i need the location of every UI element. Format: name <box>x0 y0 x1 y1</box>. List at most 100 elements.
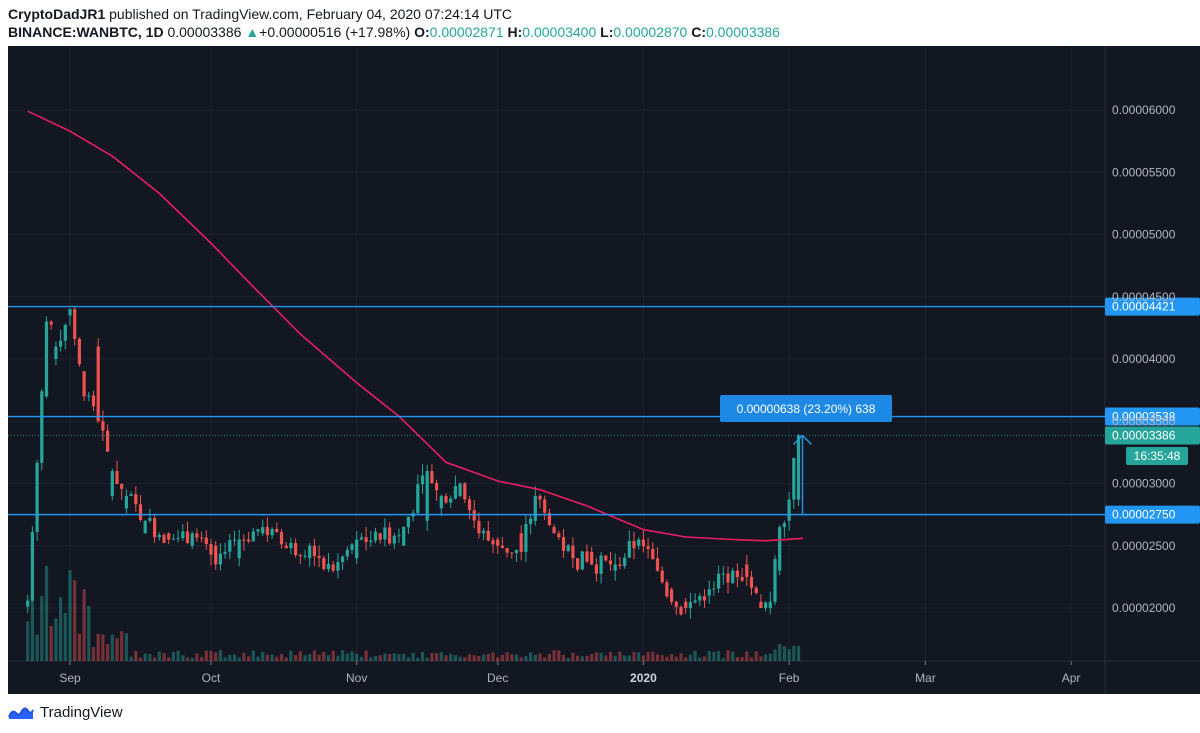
volume-bar <box>106 644 110 661</box>
candle-body <box>590 551 594 565</box>
volume-bar <box>406 657 410 661</box>
time-tick-label[interactable]: Apr <box>1062 671 1081 685</box>
price-axis-labels[interactable]: 0.00006000 0.00005500 0.00005000 0.00004500… <box>1112 103 1176 615</box>
candle-body <box>251 531 255 542</box>
volume-bar <box>44 565 49 661</box>
volume-bar <box>693 650 697 661</box>
volume-bar <box>796 645 801 661</box>
volume-bar <box>73 580 77 661</box>
chart-footer: TradingView <box>0 694 1200 733</box>
volume-bar <box>40 596 44 661</box>
time-tick-label[interactable]: Nov <box>346 671 367 685</box>
volume-bar <box>101 634 105 661</box>
candle-body <box>463 483 467 500</box>
candle-body <box>782 523 786 528</box>
candle-body <box>674 601 678 608</box>
volume-bar <box>764 654 768 661</box>
volume-bar <box>519 657 523 661</box>
volume-bar <box>538 653 542 661</box>
volume-bar <box>124 633 128 661</box>
volume-bar <box>336 655 340 661</box>
volume-bar <box>284 657 288 661</box>
volume-bar <box>185 657 190 661</box>
candle-body <box>594 564 598 574</box>
volume-bar <box>378 655 382 661</box>
volume-bar <box>355 653 359 661</box>
price-tick-label[interactable]: 0.00002000 <box>1112 601 1176 615</box>
time-tick-label[interactable]: Oct <box>202 671 221 685</box>
volume-bar <box>200 657 204 661</box>
volume-bar <box>317 654 321 661</box>
candle-body <box>185 531 190 543</box>
time-tick-label[interactable]: 2020 <box>630 671 657 685</box>
volume-bar <box>171 651 175 661</box>
candle-body <box>764 602 768 608</box>
last-price-tag <box>1105 426 1200 445</box>
candle-body <box>167 533 171 540</box>
candle-body <box>665 582 669 597</box>
measure-tag-text: 0.00000638 (23.20%) 638 <box>737 402 876 416</box>
time-tick-label[interactable]: Mar <box>915 671 936 685</box>
candle-body <box>148 517 152 521</box>
price-tick-label[interactable]: 0.00003000 <box>1112 477 1176 491</box>
volume-bar <box>416 657 420 661</box>
price-tick-label[interactable]: 0.00004000 <box>1112 352 1176 366</box>
candle-body <box>195 533 199 538</box>
volume-bar <box>740 657 744 661</box>
candle-body <box>778 527 782 571</box>
volume-bar <box>237 657 241 661</box>
candle-body <box>557 533 561 538</box>
volume-bar <box>214 652 218 661</box>
measure-arrow-head[interactable] <box>793 434 812 445</box>
price-tick-label[interactable]: 0.00005000 <box>1112 228 1176 242</box>
candle-body <box>378 533 382 540</box>
volume-bar <box>312 650 316 661</box>
candle-body <box>679 607 683 615</box>
candle-body <box>373 531 378 541</box>
volume-bar <box>702 656 707 661</box>
volume-bar <box>359 656 363 661</box>
time-tick-label[interactable]: Sep <box>59 671 81 685</box>
price-tick-label[interactable]: 0.00003500 <box>1112 414 1176 428</box>
candle-body <box>49 321 53 325</box>
volume-bar <box>688 654 692 661</box>
price-tick-label[interactable]: 0.00005500 <box>1112 165 1176 179</box>
candle-body <box>87 395 91 397</box>
chart-area[interactable]: 0.00004421 0.00003538 0.00002750 0.0000600… <box>8 46 1200 694</box>
candle-body <box>82 371 86 397</box>
volume-bar <box>373 656 378 661</box>
volume-bar <box>157 651 161 661</box>
candle-body <box>153 517 157 538</box>
time-tick-label[interactable]: Feb <box>779 671 800 685</box>
horizontal-levels-layer[interactable]: 0.00004421 0.00003538 0.00002750 <box>8 297 1200 524</box>
price-chart-svg[interactable]: 0.00004421 0.00003538 0.00002750 0.0000600… <box>8 46 1200 694</box>
volume-bar <box>717 651 721 661</box>
time-axis-labels[interactable]: Sep Oct Nov Dec 2020 Feb Mar Apr <box>59 661 1080 685</box>
level-price-tag-text: 0.00004421 <box>1112 300 1176 314</box>
measure-annotation-layer[interactable]: 0.00000638 (23.20%) 638 <box>720 395 892 515</box>
time-tick-label[interactable]: Dec <box>487 671 508 685</box>
candle-body <box>355 539 359 559</box>
candle-body <box>768 601 772 608</box>
candle-body <box>420 475 425 485</box>
candle-body <box>439 495 443 509</box>
chart-header: CryptoDadJR1 published on TradingView.co… <box>0 0 1200 46</box>
volume-bar <box>218 650 222 661</box>
countdown-tag-text: 16:35:48 <box>1134 449 1181 463</box>
author-name[interactable]: CryptoDadJR1 <box>8 6 106 22</box>
volume-bar <box>261 652 265 661</box>
tradingview-logo[interactable]: TradingView <box>8 704 123 721</box>
candle-body <box>134 494 138 505</box>
price-tick-label[interactable]: 0.00006000 <box>1112 103 1176 117</box>
volume-bar <box>731 651 735 661</box>
price-tick-label[interactable]: 0.00002500 <box>1112 539 1176 553</box>
volume-bar <box>524 656 528 661</box>
moving-average-line <box>27 110 804 542</box>
candle-body <box>453 486 457 499</box>
price-tick-label[interactable]: 0.00004500 <box>1112 290 1176 304</box>
volume-bar <box>655 654 660 661</box>
volume-bar <box>176 650 180 661</box>
candle-body <box>247 539 251 542</box>
measure-tag-box[interactable] <box>720 395 892 422</box>
volume-bar <box>143 653 147 661</box>
